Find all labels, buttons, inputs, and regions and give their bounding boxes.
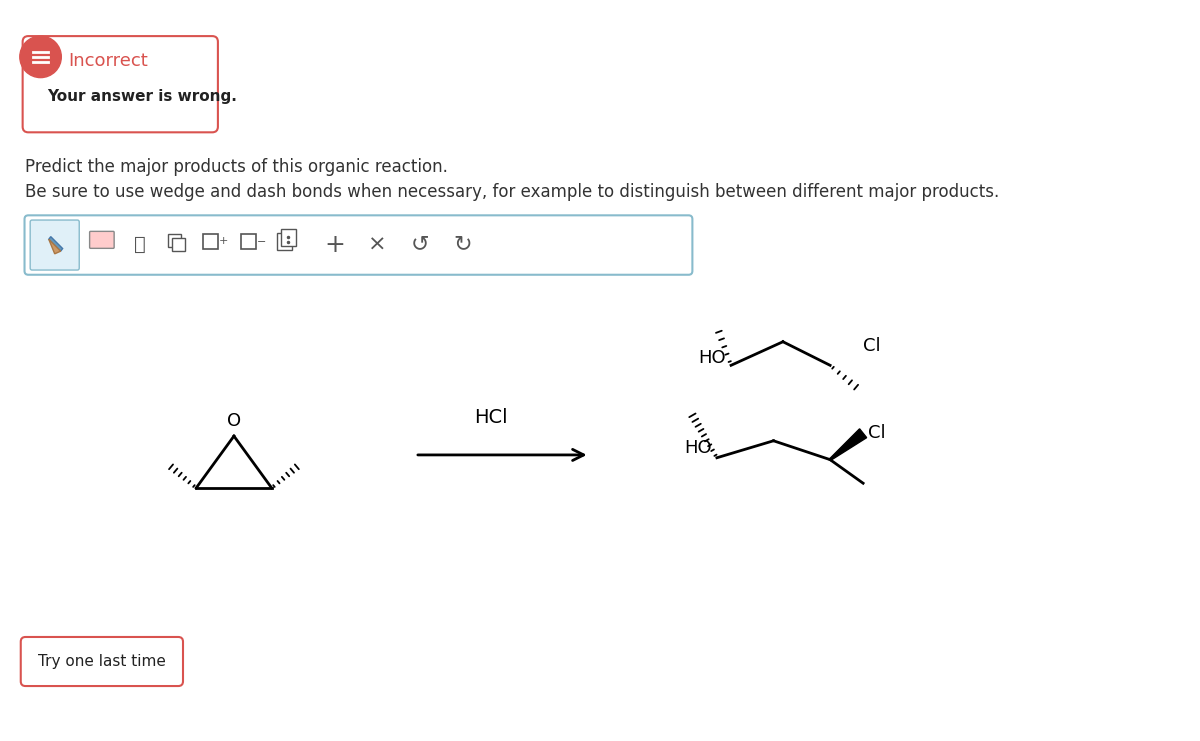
FancyBboxPatch shape [277, 233, 293, 250]
Text: +: + [218, 236, 228, 246]
Text: HO: HO [698, 349, 726, 367]
Polygon shape [49, 239, 61, 254]
FancyBboxPatch shape [24, 216, 692, 275]
Text: Predict the major products of this organic reaction.: Predict the major products of this organ… [25, 158, 449, 176]
Text: Your answer is wrong.: Your answer is wrong. [47, 89, 238, 104]
FancyBboxPatch shape [240, 234, 256, 249]
FancyBboxPatch shape [90, 231, 114, 248]
FancyBboxPatch shape [168, 234, 181, 247]
Circle shape [20, 36, 61, 78]
FancyBboxPatch shape [23, 36, 218, 133]
Text: HCl: HCl [474, 408, 508, 427]
FancyBboxPatch shape [20, 637, 184, 686]
Text: −: − [257, 236, 266, 247]
Text: Incorrect: Incorrect [68, 52, 148, 70]
Polygon shape [49, 236, 62, 251]
FancyBboxPatch shape [172, 238, 185, 251]
Text: O: O [227, 413, 241, 431]
Text: HO: HO [684, 439, 712, 457]
Polygon shape [829, 429, 866, 460]
Text: ↻: ↻ [452, 235, 472, 255]
Text: Cl: Cl [868, 425, 886, 442]
Text: Cl: Cl [863, 337, 881, 356]
Text: ×: × [368, 235, 386, 255]
Text: +: + [324, 233, 346, 256]
Text: ↺: ↺ [410, 235, 430, 255]
FancyBboxPatch shape [203, 234, 218, 249]
Text: ✋: ✋ [133, 235, 145, 254]
FancyBboxPatch shape [30, 220, 79, 270]
Text: Be sure to use wedge and dash bonds when necessary, for example to distinguish b: Be sure to use wedge and dash bonds when… [25, 183, 1000, 202]
FancyBboxPatch shape [281, 230, 296, 247]
Text: Try one last time: Try one last time [38, 654, 166, 669]
